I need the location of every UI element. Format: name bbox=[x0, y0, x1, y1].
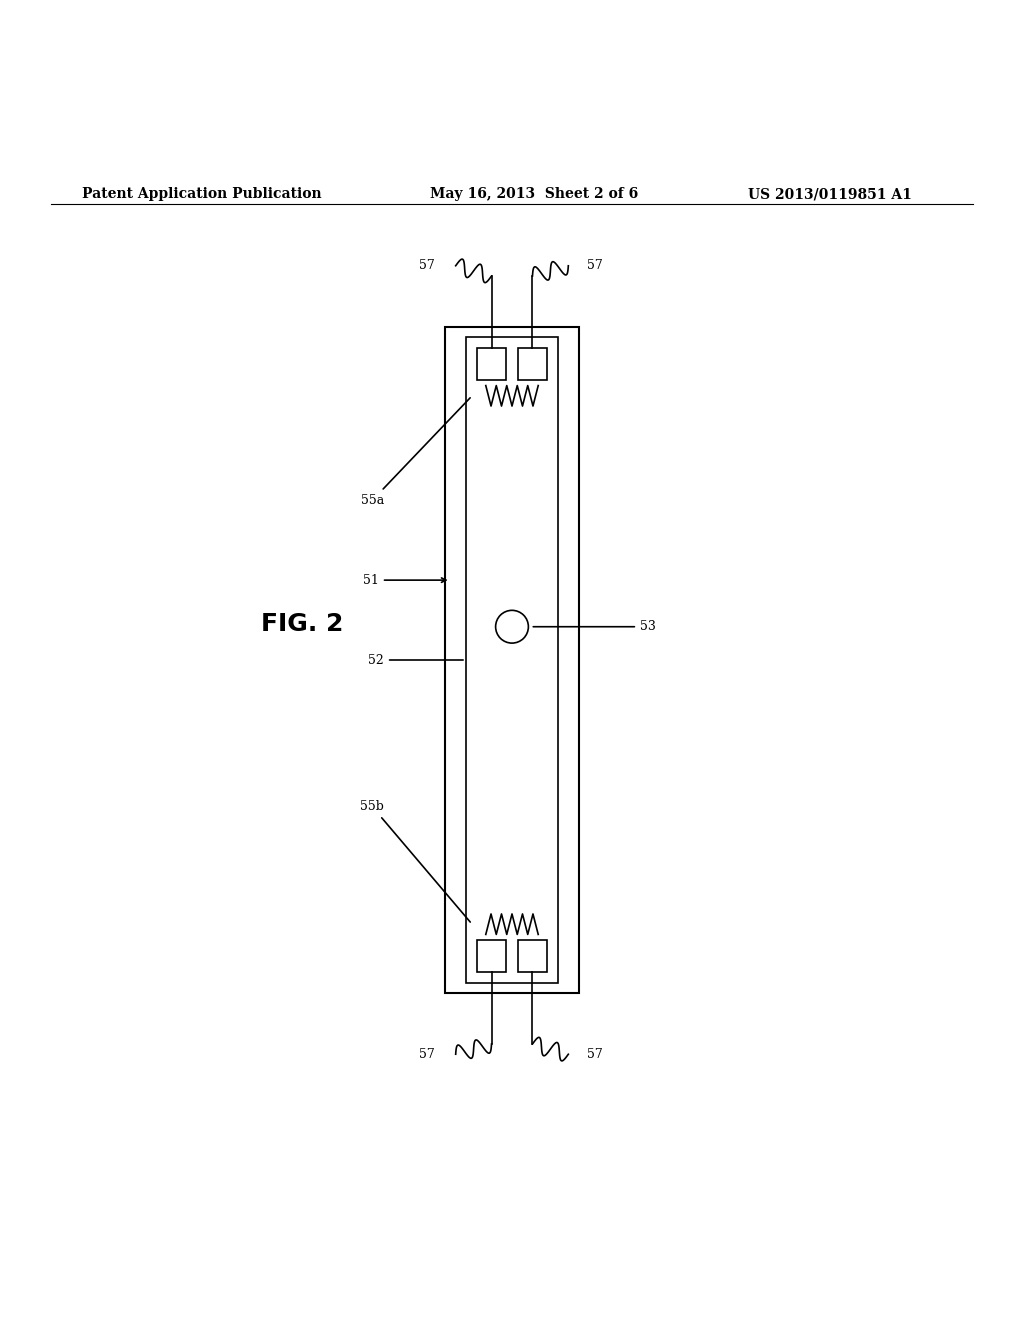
Text: 57: 57 bbox=[587, 259, 602, 272]
Bar bbox=[518, 940, 547, 973]
Text: May 16, 2013  Sheet 2 of 6: May 16, 2013 Sheet 2 of 6 bbox=[430, 187, 638, 201]
Text: 55a: 55a bbox=[360, 397, 470, 507]
Text: FIG. 2: FIG. 2 bbox=[261, 612, 343, 636]
Text: 51: 51 bbox=[362, 574, 445, 586]
Text: 53: 53 bbox=[534, 620, 656, 634]
Bar bbox=[518, 347, 547, 380]
Bar bbox=[445, 327, 579, 993]
Text: 57: 57 bbox=[420, 1048, 435, 1061]
Text: 57: 57 bbox=[587, 1048, 602, 1061]
Text: US 2013/0119851 A1: US 2013/0119851 A1 bbox=[748, 187, 911, 201]
Bar bbox=[477, 347, 506, 380]
Bar bbox=[466, 338, 558, 982]
Bar bbox=[477, 940, 506, 973]
Text: Patent Application Publication: Patent Application Publication bbox=[82, 187, 322, 201]
Text: 55b: 55b bbox=[360, 800, 470, 923]
Text: 52: 52 bbox=[369, 653, 463, 667]
Text: 57: 57 bbox=[420, 259, 435, 272]
